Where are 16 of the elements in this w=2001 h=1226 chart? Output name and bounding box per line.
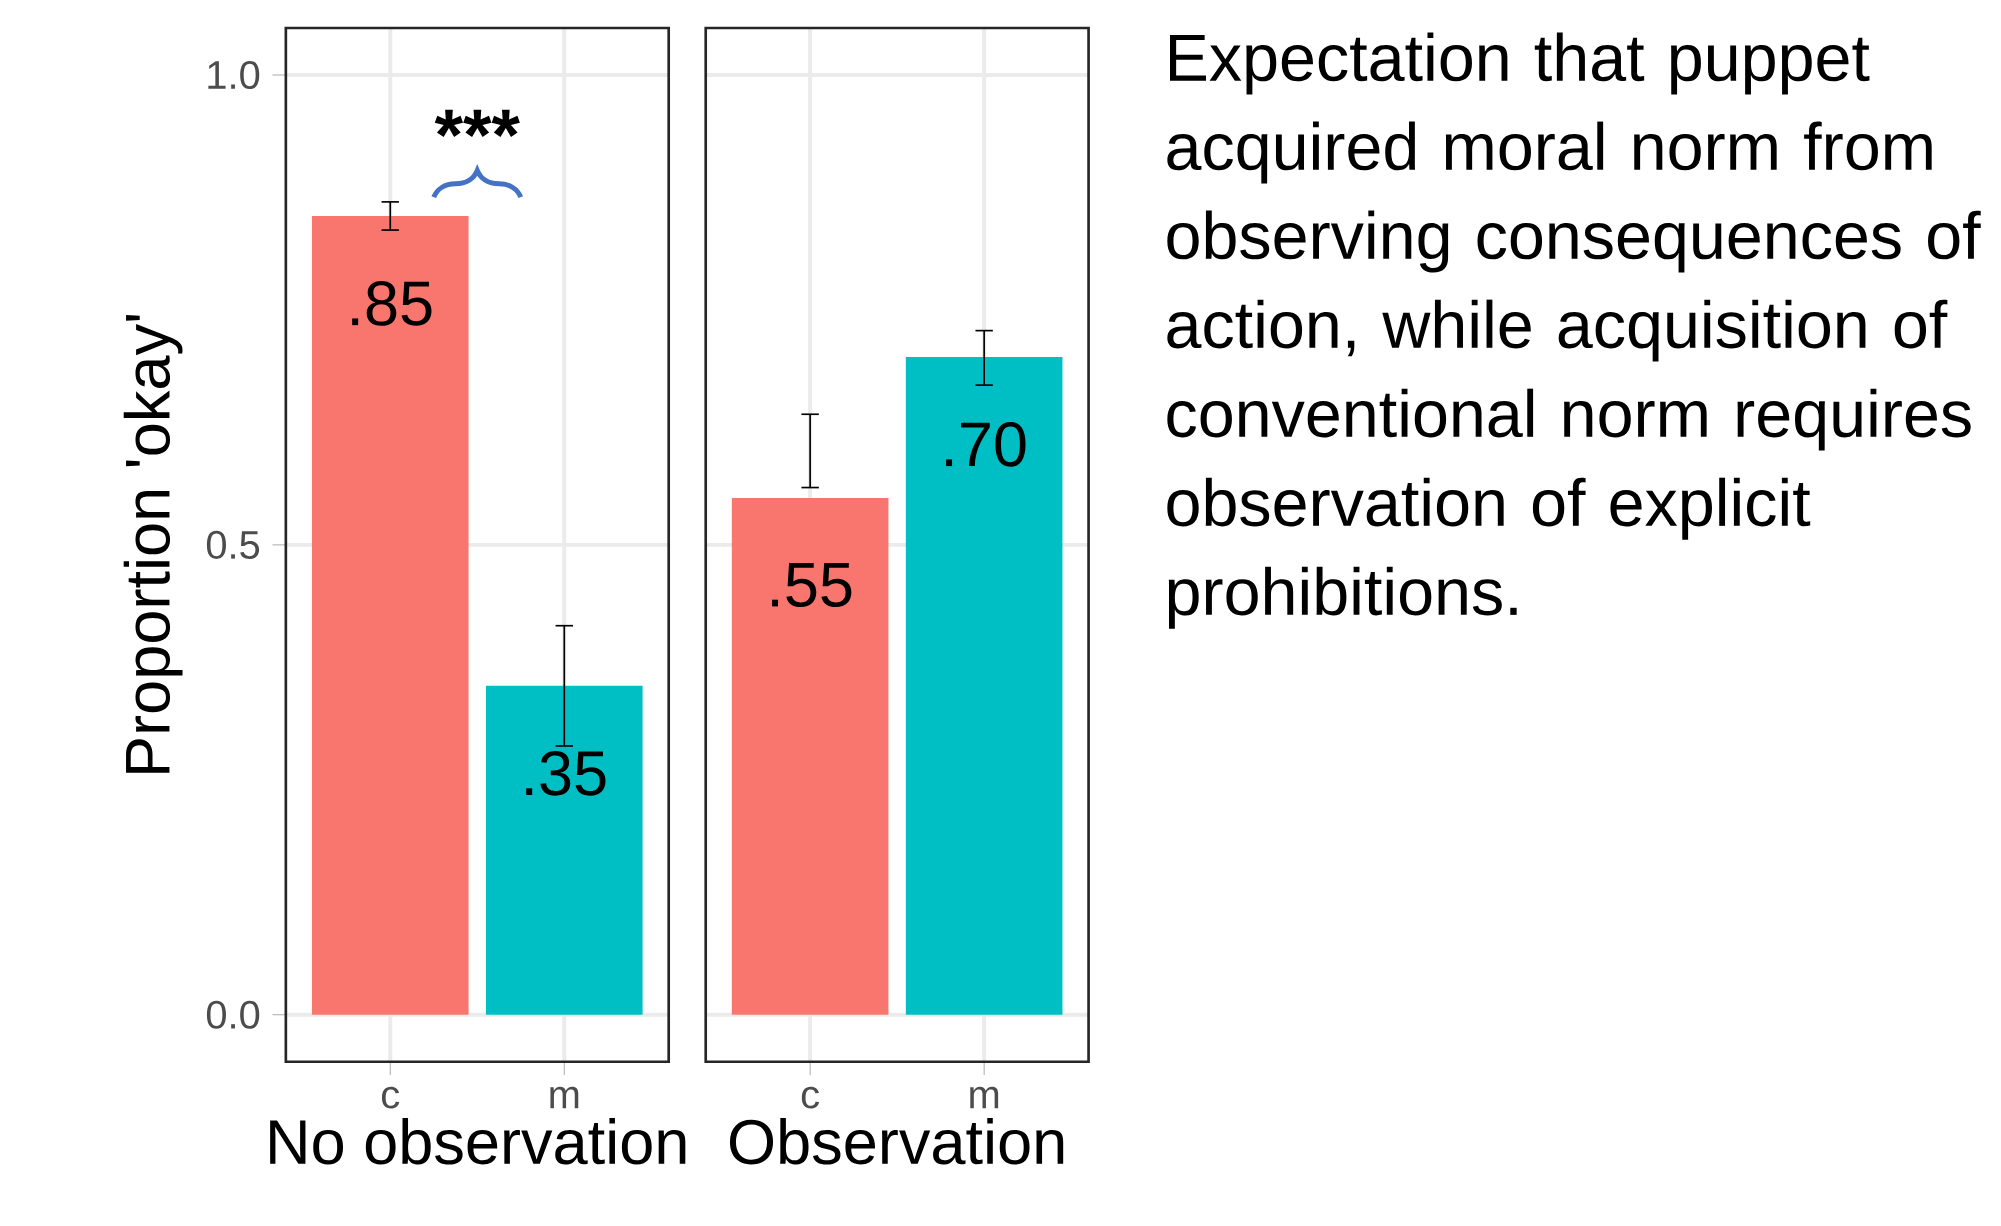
data-label: .35 [526,750,606,796]
y-tick-label: 0.0 [206,1000,260,1029]
x-tick-label: m [970,1086,999,1109]
x-tick-label: m [550,1086,579,1109]
annotation: *** [434,109,520,137]
data-label: .85 [352,280,432,326]
x-tick-label: c [801,1086,820,1109]
text: Expectation that puppet acquired moral norm from observing consequences of action, while acquisition of conventional norm requires observation of explicit prohibitions. [1167,32,1981,629]
x-axis-title: No observation [270,1117,686,1165]
y-tick-label: 0.5 [206,530,260,559]
y-tick-label: 1.0 [208,60,260,89]
y-axis-title: Proportion 'okay' [123,314,183,773]
data-label: .70 [946,421,1026,467]
data-label: .55 [772,562,852,607]
x-axis-title: Observation [729,1117,1064,1165]
x-tick-label: c [381,1086,400,1109]
